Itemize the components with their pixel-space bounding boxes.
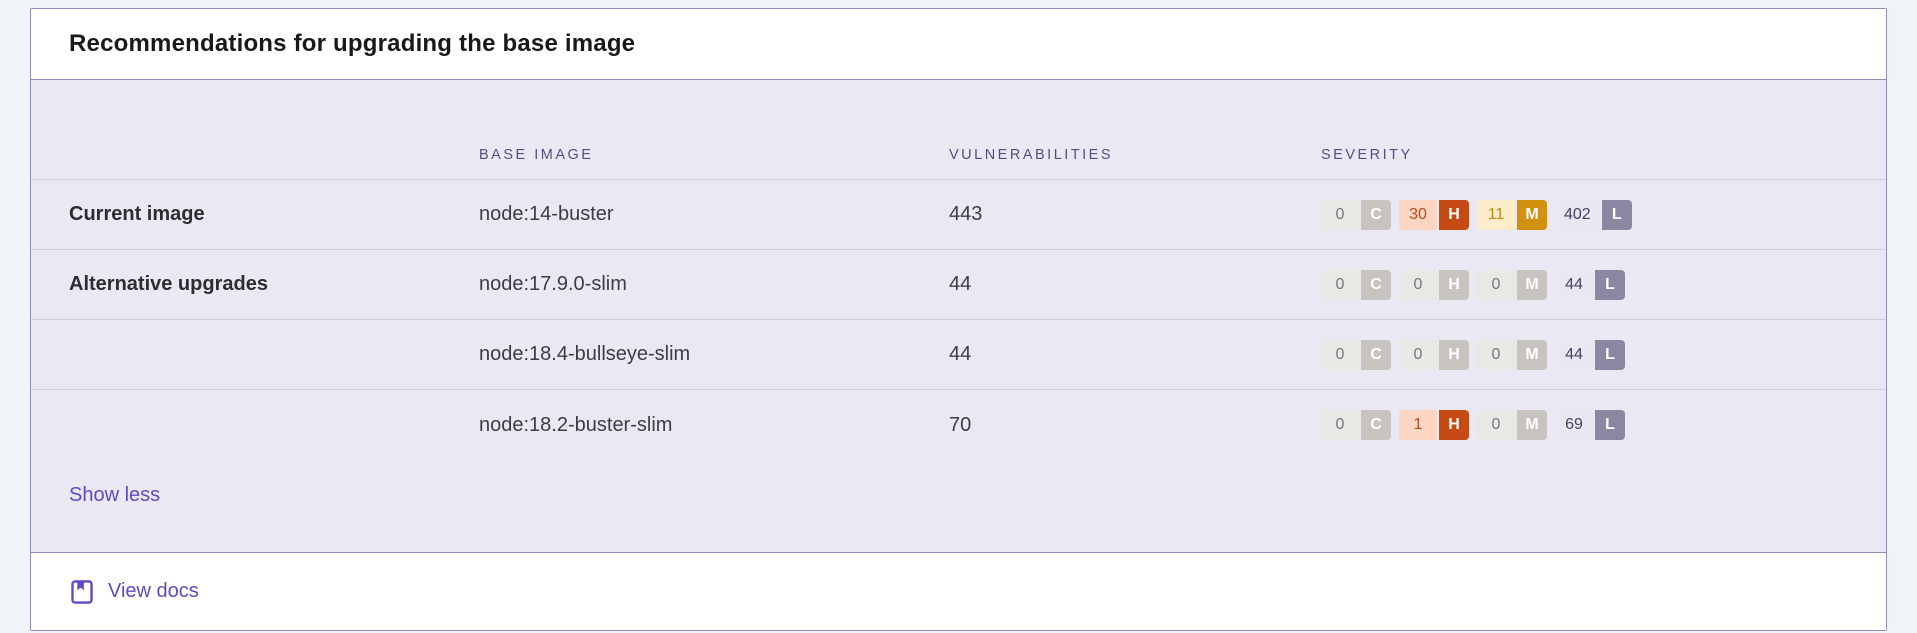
card-header: Recommendations for upgrading the base i… — [31, 9, 1886, 80]
severity-count: 0 — [1399, 339, 1437, 370]
severity-letter: H — [1439, 269, 1469, 300]
severity-count: 0 — [1321, 339, 1359, 370]
recommendations-panel: BASE IMAGE VULNERABILITIES SEVERITY Curr… — [31, 80, 1886, 553]
severity-letter: L — [1595, 269, 1625, 300]
row-label: Current image — [69, 203, 205, 225]
severity-letter: C — [1361, 269, 1391, 300]
severity-letter: C — [1361, 339, 1391, 370]
severity-badge-m: 11 M — [1477, 199, 1547, 230]
column-header-vulnerabilities: VULNERABILITIES — [949, 147, 1114, 163]
table-row: Current image node:14-buster 443 0 C 30 H 11… — [31, 180, 1886, 250]
severity-letter: C — [1361, 410, 1391, 440]
severity-count: 44 — [1555, 339, 1593, 370]
row-label: Alternative upgrades — [69, 273, 268, 295]
show-less-link[interactable]: Show less — [69, 484, 161, 506]
severity-letter: L — [1595, 410, 1625, 440]
table-row: Alternative upgrades node:17.9.0-slim 44… — [31, 250, 1886, 320]
severity-count: 0 — [1399, 269, 1437, 300]
severity-letter: M — [1517, 199, 1547, 230]
severity-letter: H — [1439, 199, 1469, 230]
view-docs-link[interactable]: View docs — [69, 579, 199, 605]
severity-badge-l: 44 L — [1555, 339, 1625, 370]
severity-letter: H — [1439, 410, 1469, 440]
severity-badge-l: 69 L — [1555, 410, 1625, 440]
column-header-base-image: BASE IMAGE — [479, 147, 594, 163]
severity-count: 30 — [1399, 199, 1437, 230]
table-row: node:18.4-bullseye-slim 44 0 C 0 H 0 M 44 L — [31, 320, 1886, 390]
table-header-row: BASE IMAGE VULNERABILITIES SEVERITY — [31, 80, 1886, 180]
severity-count: 0 — [1477, 269, 1515, 300]
severity-count: 44 — [1555, 269, 1593, 300]
card-footer: View docs — [31, 553, 1886, 630]
severity-letter: M — [1517, 339, 1547, 370]
row-vulnerability-count: 70 — [949, 413, 972, 436]
recommendations-card: Recommendations for upgrading the base i… — [30, 8, 1887, 631]
severity-count: 11 — [1477, 199, 1515, 230]
severity-letter: C — [1361, 199, 1391, 230]
row-base-image: node:14-buster — [479, 203, 614, 225]
view-docs-label: View docs — [108, 580, 199, 602]
severity-count: 0 — [1477, 339, 1515, 370]
row-base-image: node:18.4-bullseye-slim — [479, 343, 691, 365]
severity-count: 1 — [1399, 410, 1437, 440]
severity-letter: M — [1517, 410, 1547, 440]
severity-count: 0 — [1321, 410, 1359, 440]
severity-badges: 0 C 0 H 0 M 44 L — [1321, 269, 1866, 300]
severity-badge-l: 44 L — [1555, 269, 1625, 300]
severity-badges: 0 C 30 H 11 M 402 L — [1321, 199, 1866, 230]
severity-letter: L — [1595, 339, 1625, 370]
row-vulnerability-count: 443 — [949, 203, 983, 225]
severity-count: 69 — [1555, 410, 1593, 440]
severity-badge-l: 402 L — [1555, 199, 1632, 230]
row-base-image: node:18.2-buster-slim — [479, 413, 673, 436]
table-row: node:18.2-buster-slim 70 0 C 1 H 0 M 69 L — [31, 390, 1886, 460]
severity-letter: H — [1439, 339, 1469, 370]
page-title: Recommendations for upgrading the base i… — [69, 30, 636, 57]
severity-badges: 0 C 1 H 0 M 69 L — [1321, 410, 1866, 440]
column-header-severity: SEVERITY — [1321, 147, 1413, 163]
table-body: Current image node:14-buster 443 0 C 30 H 11… — [31, 180, 1886, 460]
row-base-image: node:17.9.0-slim — [479, 273, 627, 295]
severity-badges: 0 C 0 H 0 M 44 L — [1321, 339, 1866, 370]
severity-letter: M — [1517, 269, 1547, 300]
severity-count: 0 — [1477, 410, 1515, 440]
severity-count: 402 — [1555, 199, 1600, 230]
severity-count: 0 — [1321, 199, 1359, 230]
row-vulnerability-count: 44 — [949, 343, 972, 365]
severity-badge-h: 30 H — [1399, 199, 1469, 230]
book-bookmark-icon — [69, 579, 95, 605]
severity-letter: L — [1601, 199, 1632, 230]
row-vulnerability-count: 44 — [949, 273, 972, 295]
severity-count: 0 — [1321, 269, 1359, 300]
